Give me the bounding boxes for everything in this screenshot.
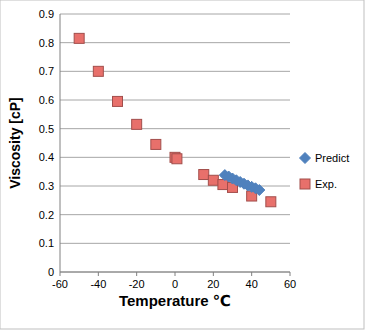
x-tick xyxy=(136,272,137,276)
grid-line xyxy=(60,243,290,244)
y-tick-label: 0.3 xyxy=(39,180,54,192)
x-axis xyxy=(60,272,290,273)
data-point xyxy=(218,180,228,190)
grid-line xyxy=(60,272,290,273)
y-tick-label: 0.5 xyxy=(39,123,54,135)
x-tick-label: 0 xyxy=(172,278,178,290)
y-axis xyxy=(60,14,61,272)
data-point xyxy=(132,119,142,129)
data-point xyxy=(151,139,161,149)
y-tick-label: 0 xyxy=(48,266,54,278)
legend-marker xyxy=(300,153,311,164)
x-tick-label: -40 xyxy=(90,278,106,290)
background xyxy=(0,0,364,329)
data-point xyxy=(93,66,103,76)
y-tick-label: 0.1 xyxy=(39,237,54,249)
plot-area xyxy=(74,33,276,206)
x-tick xyxy=(251,272,252,276)
y-axis-title: Viscosity [cP] xyxy=(7,97,23,189)
data-point xyxy=(199,170,209,180)
data-point xyxy=(266,197,276,207)
x-tick-label: 60 xyxy=(284,278,296,290)
data-point xyxy=(208,175,218,185)
grid-line xyxy=(60,42,290,43)
x-tick-label: 40 xyxy=(246,278,258,290)
x-tick-label: -20 xyxy=(129,278,145,290)
legend: Predict Exp. xyxy=(300,152,350,190)
chart: 0 0.1 0.2 0.3 0.4 0.5 0.6 0.7 0.8 0.9 -60 -40 -20 0 20… xyxy=(0,0,365,330)
y-tick-label: 0.8 xyxy=(39,37,54,49)
y-tick-label: 0.4 xyxy=(39,151,54,163)
grid-line xyxy=(60,100,290,101)
x-tick xyxy=(213,272,214,276)
y-tick-label: 0.2 xyxy=(39,209,54,221)
x-tick xyxy=(175,272,176,276)
legend-label: Exp. xyxy=(315,178,337,190)
data-point xyxy=(113,96,123,106)
x-tick xyxy=(290,272,291,276)
y-tick-label: 0.9 xyxy=(39,8,54,20)
y-tick-label: 0.6 xyxy=(39,94,54,106)
grid-line xyxy=(60,128,290,129)
y-tick-label: 0.7 xyxy=(39,65,54,77)
grid-line xyxy=(60,214,290,215)
x-tick xyxy=(98,272,99,276)
legend-marker xyxy=(300,179,310,189)
data-point xyxy=(172,154,182,164)
data-point xyxy=(74,33,84,43)
x-tick xyxy=(60,272,61,276)
x-tick-label: 20 xyxy=(207,278,219,290)
legend-label: Predict xyxy=(315,152,349,164)
data-point xyxy=(254,185,265,196)
x-axis-title: Temperature ℃ xyxy=(119,292,231,309)
x-tick-label: -60 xyxy=(52,278,68,290)
grid-line xyxy=(60,14,290,15)
